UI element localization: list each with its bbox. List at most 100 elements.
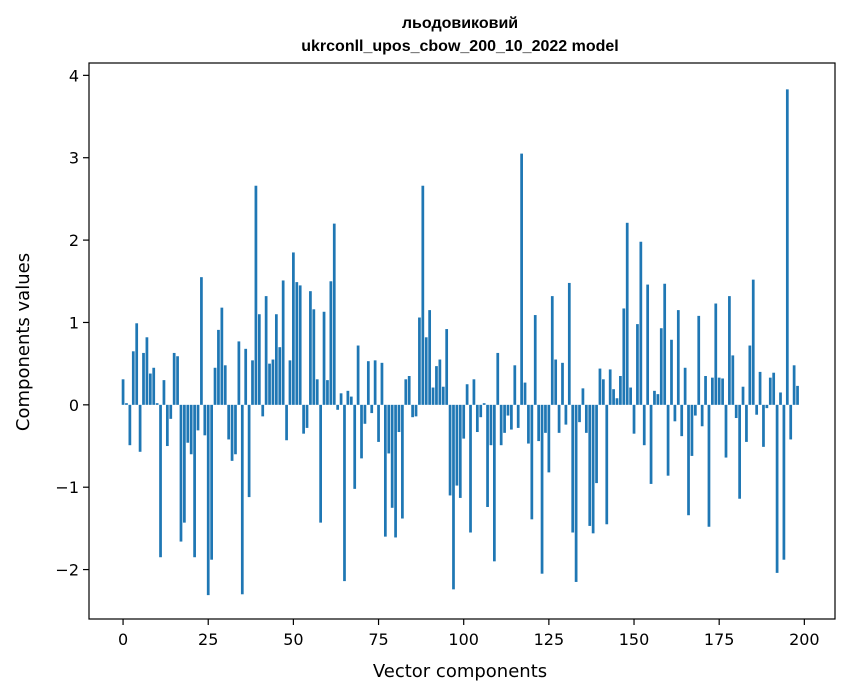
bar-100 — [462, 404, 466, 439]
bar-45 — [274, 314, 278, 405]
bar-39 — [254, 185, 258, 405]
bar-128 — [557, 404, 561, 433]
bar-187 — [758, 371, 762, 405]
bar-48 — [285, 404, 288, 441]
bar-51 — [295, 282, 299, 405]
bar-18 — [183, 404, 186, 523]
bar-56 — [312, 309, 316, 405]
y-tick-label: −1 — [55, 478, 79, 497]
bar-117 — [520, 153, 523, 405]
bar-182 — [741, 386, 745, 405]
chart-subtitle: ukrconll_upos_cbow_200_10_2022 model — [301, 38, 618, 55]
bar-158 — [659, 328, 663, 405]
bar-139 — [595, 404, 598, 484]
bar-151 — [636, 324, 639, 405]
x-tick-label: 100 — [448, 630, 479, 649]
bar-184 — [748, 345, 752, 405]
bar-169 — [697, 315, 701, 405]
x-tick-label: 75 — [368, 630, 388, 649]
bar-111 — [499, 404, 503, 446]
bar-36 — [244, 348, 248, 405]
bar-101 — [465, 384, 469, 405]
bar-79 — [390, 404, 394, 508]
bar-190 — [768, 377, 772, 405]
bar-27 — [213, 367, 217, 405]
bar-35 — [240, 404, 244, 595]
bar-78 — [387, 404, 391, 454]
bar-172 — [707, 404, 711, 527]
bar-90 — [428, 310, 432, 405]
bar-142 — [605, 404, 609, 525]
bar-55 — [309, 291, 312, 405]
bar-99 — [458, 404, 462, 498]
bar-1 — [125, 403, 128, 405]
bar-102 — [469, 404, 472, 533]
bar-185 — [751, 279, 755, 405]
bar-178 — [728, 296, 731, 405]
bar-193 — [779, 392, 782, 405]
bar-176 — [721, 378, 724, 405]
bar-186 — [755, 404, 759, 415]
bar-183 — [745, 404, 748, 442]
bar-44 — [271, 359, 275, 405]
bar-192 — [775, 404, 779, 573]
bar-74 — [373, 360, 377, 405]
bar-137 — [588, 404, 592, 526]
bar-110 — [496, 352, 500, 405]
bar-0 — [121, 379, 125, 405]
bar-6 — [142, 352, 145, 405]
x-tick-label: 0 — [118, 630, 128, 649]
bar-86 — [414, 404, 418, 417]
bar-120 — [530, 404, 534, 520]
bar-68 — [353, 404, 357, 489]
bar-65 — [343, 404, 346, 582]
bar-154 — [646, 284, 650, 405]
y-tick-label: 3 — [69, 149, 79, 168]
bar-93 — [438, 359, 442, 405]
bar-63 — [336, 404, 340, 410]
bar-38 — [251, 360, 254, 405]
bar-143 — [608, 369, 612, 405]
bar-25 — [206, 404, 210, 596]
bar-20 — [189, 404, 193, 455]
bar-194 — [782, 404, 786, 560]
bar-59 — [322, 311, 326, 405]
bar-32 — [230, 404, 234, 461]
bar-148 — [625, 222, 629, 405]
bar-3 — [131, 351, 135, 405]
bar-129 — [561, 362, 564, 405]
bar-71 — [363, 404, 367, 424]
bar-11 — [159, 404, 162, 558]
bar-87 — [418, 317, 421, 405]
bar-70 — [360, 404, 363, 459]
bar-16 — [176, 356, 179, 405]
bar-84 — [407, 376, 411, 405]
bar-160 — [666, 404, 670, 476]
bar-67 — [349, 396, 353, 405]
x-tick-label: 175 — [704, 630, 735, 649]
bar-88 — [421, 185, 425, 405]
bar-17 — [179, 404, 183, 542]
x-tick-label: 50 — [283, 630, 303, 649]
bar-15 — [172, 352, 176, 405]
bar-177 — [724, 404, 728, 458]
bar-196 — [789, 404, 793, 440]
bar-191 — [772, 372, 776, 405]
bar-85 — [411, 404, 414, 418]
bar-57 — [315, 379, 319, 405]
bar-156 — [653, 390, 656, 405]
bar-8 — [148, 373, 152, 405]
bar-122 — [537, 404, 541, 442]
bar-66 — [346, 390, 350, 405]
bar-116 — [516, 404, 520, 428]
bars-group — [121, 89, 799, 596]
bar-140 — [598, 368, 602, 405]
bar-188 — [762, 404, 765, 447]
bar-179 — [731, 355, 735, 405]
bar-149 — [629, 387, 632, 405]
bar-147 — [622, 308, 626, 405]
chart-title: льодовиковий — [402, 15, 518, 32]
bar-157 — [656, 394, 660, 405]
bar-80 — [394, 404, 397, 538]
